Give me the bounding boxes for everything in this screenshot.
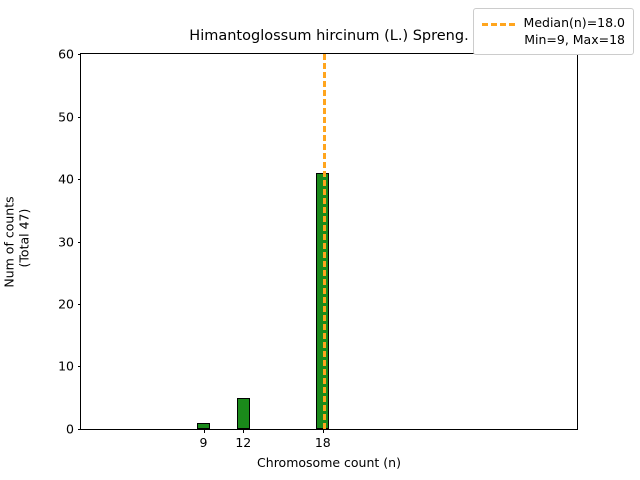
y-tick-label-10: 10 xyxy=(58,358,74,374)
legend-label-median: Median(n)=18.0 xyxy=(523,15,625,30)
y-tick-label-0: 0 xyxy=(66,421,74,437)
y-tick-mark-40 xyxy=(77,178,81,180)
x-tick-mark-18 xyxy=(322,429,324,433)
plot-area xyxy=(81,54,577,429)
page-title: Himantoglossum hircinum (L.) Spreng. xyxy=(189,28,469,44)
x-tick-mark-12 xyxy=(243,429,245,433)
y-tick-label-50: 50 xyxy=(58,109,74,124)
bar-18 xyxy=(316,172,330,429)
x-axis-label: Chromosome count (n) xyxy=(257,455,401,470)
legend-label-minmax: Min=9, Max=18 xyxy=(524,32,625,47)
chart-legend: Median(n)=18.0 Min=9, Max=18 xyxy=(472,8,634,55)
y-tick-label-30: 30 xyxy=(58,234,74,249)
y-tick-label-60: 60 xyxy=(58,46,74,62)
plot-axes: 0 10 20 30 40 50 60 9 12 18 xyxy=(58,47,578,450)
x-tick-label-18: 18 xyxy=(314,435,331,450)
y-tick-mark-50 xyxy=(77,116,81,118)
y-tick-mark-30 xyxy=(77,241,81,243)
median-line xyxy=(322,54,326,429)
y-axis-label: Num of counts (Total 47) xyxy=(1,195,31,288)
y-tick-mark-10 xyxy=(77,366,81,368)
y-tick-mark-0 xyxy=(77,429,81,430)
x-tick-label-12: 12 xyxy=(235,435,252,450)
y-tick-label-20: 20 xyxy=(58,296,74,312)
legend-entry-minmax: Min=9, Max=18 xyxy=(482,31,625,48)
bar-9 xyxy=(196,422,211,429)
y-tick-mark-20 xyxy=(77,304,81,305)
y-axis-label-container: Num of counts (Total 47) xyxy=(0,53,34,430)
x-tick-mark-9 xyxy=(203,429,205,433)
y-tick-mark-60 xyxy=(77,54,81,55)
y-tick-label-40: 40 xyxy=(58,171,74,187)
legend-entry-median: Median(n)=18.0 xyxy=(481,14,625,31)
bar-12 xyxy=(236,397,250,429)
x-tick-label-9: 9 xyxy=(199,435,208,450)
dashed-line-icon xyxy=(481,17,515,29)
